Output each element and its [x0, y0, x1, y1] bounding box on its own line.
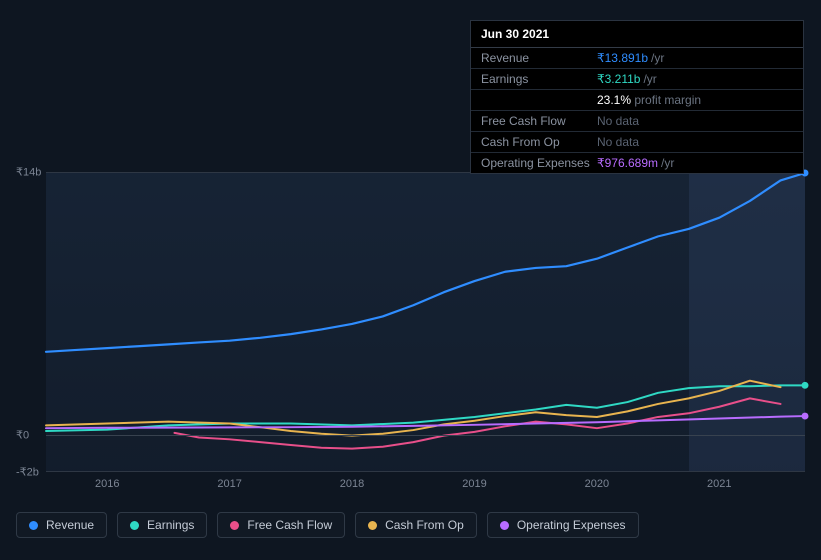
tooltip-date: Jun 30 2021 — [471, 21, 803, 48]
series-end-marker — [802, 413, 809, 420]
x-tick-label: 2019 — [462, 478, 486, 490]
x-tick-label: 2018 — [340, 478, 364, 490]
legend-item-earnings[interactable]: Earnings — [117, 512, 207, 538]
legend: Revenue Earnings Free Cash Flow Cash From O… — [16, 512, 639, 538]
series-earnings — [46, 385, 805, 431]
zero-line — [46, 435, 805, 436]
y-tick-label: -₹2b — [16, 466, 28, 479]
legend-dot — [230, 521, 239, 530]
legend-dot — [500, 521, 509, 530]
legend-label: Cash From Op — [385, 518, 464, 532]
x-tick-label: 2017 — [217, 478, 241, 490]
tooltip-rows: Revenue₹13.891b/yrEarnings₹3.211b/yr23.1… — [471, 48, 803, 173]
x-tick-label: 2021 — [707, 478, 731, 490]
series-revenue — [46, 173, 805, 352]
legend-label: Earnings — [147, 518, 194, 532]
y-tick-label: ₹0 — [16, 428, 28, 441]
tooltip-row: Free Cash FlowNo data — [471, 111, 803, 132]
legend-label: Free Cash Flow — [247, 518, 332, 532]
tooltip-row: Earnings₹3.211b/yr — [471, 69, 803, 90]
x-tick-label: 2016 — [95, 478, 119, 490]
legend-dot — [130, 521, 139, 530]
tooltip-row: Cash From OpNo data — [471, 132, 803, 153]
legend-label: Operating Expenses — [517, 518, 626, 532]
tooltip-row: Revenue₹13.891b/yr — [471, 48, 803, 69]
plot-area[interactable] — [46, 172, 805, 472]
tooltip-margin: 23.1% profit margin — [471, 90, 803, 111]
chart: ₹14b₹0-₹2b201620172018201920202021 — [16, 172, 805, 472]
legend-item-revenue[interactable]: Revenue — [16, 512, 107, 538]
legend-dot — [29, 521, 38, 530]
tooltip-row: Operating Expenses₹976.689m/yr — [471, 153, 803, 173]
legend-item-operating-expenses[interactable]: Operating Expenses — [487, 512, 639, 538]
legend-item-cash-from-op[interactable]: Cash From Op — [355, 512, 477, 538]
series-end-marker — [802, 382, 809, 389]
x-tick-label: 2020 — [585, 478, 609, 490]
chart-svg — [46, 173, 805, 471]
chart-tooltip: Jun 30 2021 Revenue₹13.891b/yrEarnings₹3… — [470, 20, 804, 174]
y-tick-label: ₹14b — [16, 166, 28, 179]
legend-label: Revenue — [46, 518, 94, 532]
legend-item-free-cash-flow[interactable]: Free Cash Flow — [217, 512, 345, 538]
legend-dot — [368, 521, 377, 530]
